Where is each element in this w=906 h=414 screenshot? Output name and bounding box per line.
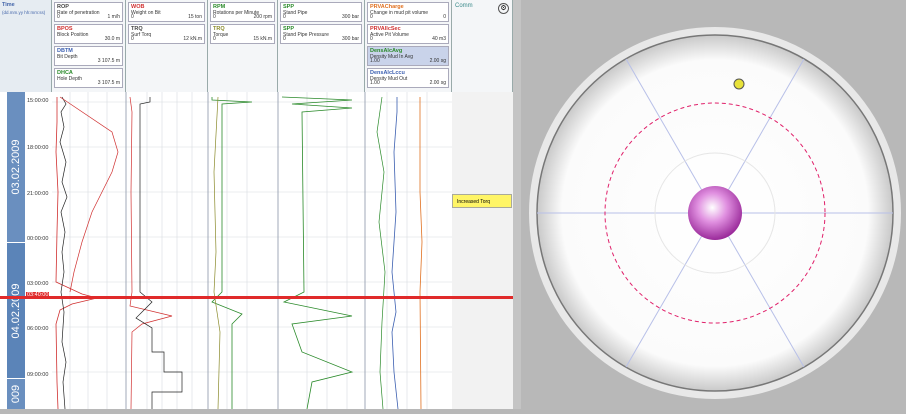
curve-header[interactable]: PRVAllcSec Active Pit Volume 0 40 m3: [367, 24, 449, 44]
time-column: Time (dd.mm.yy hh:mm:ss) 03.02.2009 04.0…: [0, 0, 52, 409]
time-title: Time: [2, 2, 15, 8]
curve-header[interactable]: DensAlcAvg Density Mud In Avg 1.00 2.00 sg: [367, 46, 449, 66]
comments-track: [452, 92, 513, 409]
current-time-marker[interactable]: [0, 296, 513, 299]
curve-header[interactable]: RPM Rotations per Minute 0 200 rpm: [210, 2, 275, 22]
curve-header[interactable]: TRQ Surf Torq 0 12 kN.m: [128, 24, 205, 44]
curve-header[interactable]: SPP Stand Pipe Pressure 0 300 bar: [280, 24, 362, 44]
time-tick: 15:00:00: [27, 98, 49, 104]
time-tick: 06:00:00: [27, 326, 49, 332]
track-header-1[interactable]: ROP Rate of penetration 0 1 m/h BPOS Block P…: [52, 0, 126, 92]
time-tick: 21:00:00: [27, 191, 49, 197]
curve-header[interactable]: DensAlcLccu Density Mud Out 1.00 2.00 sg: [367, 68, 449, 88]
bullseye-gauge: [529, 27, 901, 399]
gear-icon[interactable]: ⚙: [498, 3, 509, 14]
time-subtitle: (dd.mm.yy hh:mm:ss): [2, 10, 46, 15]
date-band: 009: [7, 379, 25, 409]
curve-header[interactable]: ROP Rate of penetration 0 1 m/h: [54, 2, 123, 22]
date-label: 009: [10, 384, 22, 404]
event-tooltip[interactable]: Increased Torq: [452, 194, 512, 208]
time-tick: 00:00:00: [27, 236, 49, 242]
marker-time-label: 03:40:00: [26, 292, 50, 298]
track-header-5[interactable]: PRVACharge Change in mud pit volume 0 0 PRV…: [365, 0, 452, 92]
date-band: 03.02.2009: [7, 92, 25, 242]
drilling-log-panel: Time (dd.mm.yy hh:mm:ss) 03.02.2009 04.0…: [0, 0, 513, 409]
curve-header[interactable]: DBTM Bit Depth 3 107.5 m: [54, 46, 123, 66]
curve-header[interactable]: BPOS Block Position 30.0 m: [54, 24, 123, 44]
curve-header[interactable]: PRVACharge Change in mud pit volume 0 0: [367, 2, 449, 22]
position-dot[interactable]: [733, 78, 745, 90]
limit-ring: [604, 102, 826, 324]
track-header-2[interactable]: WOB Weight on Bit 0 15 ton TRQ Surf Torq 0 12 …: [126, 0, 208, 92]
track-header-4[interactable]: SPP Stand Pipe 0 300 bar SPP Stand Pipe Pres…: [278, 0, 365, 92]
time-tick: 09:00:00: [27, 372, 49, 378]
log-tracks: [52, 92, 452, 409]
track-header-6[interactable]: Comm ⚙: [452, 0, 513, 92]
time-column-header[interactable]: Time (dd.mm.yy hh:mm:ss): [0, 0, 52, 92]
time-tick: 03:00:00: [27, 281, 49, 287]
curve-header[interactable]: WOB Weight on Bit 0 15 ton: [128, 2, 205, 22]
curve-header[interactable]: DHCA Hole Depth 3 107.5 m: [54, 68, 123, 88]
gauge-inner-ring: [654, 152, 776, 274]
time-tick: 18:00:00: [27, 145, 49, 151]
center-ball: [688, 186, 742, 240]
curve-header[interactable]: SPP Stand Pipe 0 300 bar: [280, 2, 362, 22]
panel-separator: [513, 0, 521, 409]
bullseye-panel: [521, 0, 906, 409]
date-label: 04.02.2009: [10, 282, 22, 339]
track-header-3[interactable]: RPM Rotations per Minute 0 200 rpm TRQ Torqu…: [208, 0, 278, 92]
curve-header[interactable]: TRQ Torque 0 15 kN.m: [210, 24, 275, 44]
date-label: 03.02.2009: [10, 139, 22, 195]
date-band: 04.02.2009: [7, 243, 25, 378]
comments-title: Comm: [455, 3, 473, 9]
